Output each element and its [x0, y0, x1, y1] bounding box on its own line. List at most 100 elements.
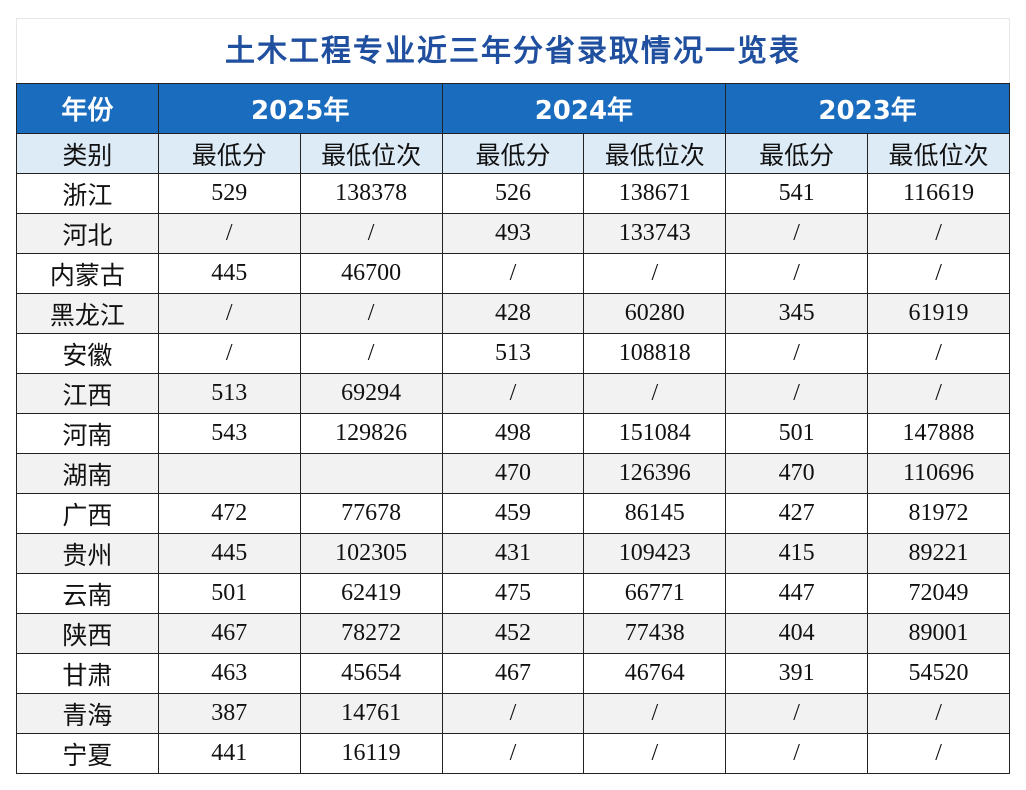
subheader-cell: 最低位次	[867, 133, 1010, 174]
data-row: 河南 543 129826 498 151084 501 147888	[16, 413, 1010, 454]
value-cell: 46764	[583, 653, 727, 694]
value-cell: 61919	[867, 293, 1010, 334]
value-cell: 526	[441, 173, 585, 214]
subheader-cell: 最低位次	[583, 133, 727, 174]
value-cell: /	[867, 213, 1010, 254]
province-cell: 江西	[16, 373, 159, 414]
data-row: 内蒙古 445 46700// / /	[16, 253, 1010, 294]
data-row: 浙江 529 138378 526 138671 541 116619	[16, 173, 1010, 214]
subheader-row: 类别 最低分 最低位次 最低分 最低位次 最低分 最低位次	[16, 133, 1010, 174]
value-cell: /	[441, 253, 585, 294]
value-cell: 513	[157, 373, 301, 414]
value-cell: 441	[157, 733, 301, 774]
data-row: 河北 //493 133743//	[16, 213, 1010, 254]
data-row: 甘肃 463 45654 467 46764 391 54520	[16, 653, 1010, 694]
value-cell: 445	[157, 533, 301, 574]
value-cell: /	[299, 293, 443, 334]
value-cell: 427	[725, 493, 869, 534]
value-cell: /	[157, 213, 301, 254]
value-cell: 126396	[583, 453, 727, 494]
table-title: 土木工程专业近三年分省录取情况一览表	[16, 18, 1010, 83]
province-cell: 云南	[16, 573, 159, 614]
value-cell: 62419	[299, 573, 443, 614]
province-cell: 青海	[16, 693, 159, 734]
value-cell: /	[867, 733, 1010, 774]
value-cell: 116619	[867, 173, 1010, 214]
value-cell: 102305	[299, 533, 443, 574]
value-cell: 109423	[583, 533, 727, 574]
value-cell: 89001	[867, 613, 1010, 654]
value-cell: 86145	[583, 493, 727, 534]
value-cell: /	[157, 293, 301, 334]
value-cell: 431	[441, 533, 585, 574]
province-cell: 陕西	[16, 613, 159, 654]
data-row: 广西 472 77678 459 86145 427 81972	[16, 493, 1010, 534]
value-cell: /	[441, 693, 585, 734]
data-row: 黑龙江 //428 60280 345 61919	[16, 293, 1010, 334]
value-cell: 513	[441, 333, 585, 374]
value-cell	[157, 453, 301, 494]
value-cell: /	[867, 253, 1010, 294]
value-cell: /	[725, 333, 869, 374]
value-cell: 467	[441, 653, 585, 694]
province-cell: 河北	[16, 213, 159, 254]
value-cell: 77678	[299, 493, 443, 534]
subheader-cell: 最低分	[725, 133, 869, 174]
province-cell: 广西	[16, 493, 159, 534]
value-cell: 541	[725, 173, 869, 214]
province-cell: 黑龙江	[16, 293, 159, 334]
value-cell: /	[867, 333, 1010, 374]
value-cell: /	[441, 373, 585, 414]
value-cell: 129826	[299, 413, 443, 454]
value-cell: 387	[157, 693, 301, 734]
value-cell: 493	[441, 213, 585, 254]
table-frame: 土木工程专业近三年分省录取情况一览表 年份 2025年 2024年 2023年 类别 最低…	[16, 18, 1010, 774]
value-cell: 54520	[867, 653, 1010, 694]
province-cell: 甘肃	[16, 653, 159, 694]
data-row: 宁夏 441 16119// / /	[16, 733, 1010, 774]
value-cell: /	[583, 733, 727, 774]
value-cell: /	[725, 373, 869, 414]
value-cell: 77438	[583, 613, 727, 654]
value-cell: 475	[441, 573, 585, 614]
value-cell: 138378	[299, 173, 443, 214]
value-cell: /	[867, 373, 1010, 414]
value-cell: /	[867, 693, 1010, 734]
value-cell: 138671	[583, 173, 727, 214]
value-cell: 345	[725, 293, 869, 334]
value-cell: 45654	[299, 653, 443, 694]
value-cell: 151084	[583, 413, 727, 454]
value-cell: /	[725, 733, 869, 774]
value-cell: 147888	[867, 413, 1010, 454]
province-cell: 湖南	[16, 453, 159, 494]
value-cell: 89221	[867, 533, 1010, 574]
value-cell: /	[299, 213, 443, 254]
header-cell: 2025年	[157, 83, 443, 134]
data-row: 江西 513 69294// / /	[16, 373, 1010, 414]
value-cell: /	[583, 693, 727, 734]
value-cell: /	[299, 333, 443, 374]
value-cell: 501	[157, 573, 301, 614]
subheader-cell: 类别	[16, 133, 159, 174]
data-row: 湖南 470 126396 470 110696	[16, 453, 1010, 494]
value-cell: 472	[157, 493, 301, 534]
value-cell: 108818	[583, 333, 727, 374]
data-row: 安徽 //513 108818//	[16, 333, 1010, 374]
subheader-cell: 最低分	[157, 133, 301, 174]
data-row: 云南 501 62419 475 66771 447 72049	[16, 573, 1010, 614]
value-cell: /	[725, 213, 869, 254]
value-cell: /	[441, 733, 585, 774]
value-cell: 501	[725, 413, 869, 454]
header-cell: 年份	[16, 83, 159, 134]
province-cell: 浙江	[16, 173, 159, 214]
value-cell: 529	[157, 173, 301, 214]
value-cell: 110696	[867, 453, 1010, 494]
value-cell: 415	[725, 533, 869, 574]
subheader-cell: 最低位次	[299, 133, 443, 174]
province-cell: 河南	[16, 413, 159, 454]
value-cell: 14761	[299, 693, 443, 734]
value-cell: 133743	[583, 213, 727, 254]
value-cell: 16119	[299, 733, 443, 774]
value-cell: 428	[441, 293, 585, 334]
